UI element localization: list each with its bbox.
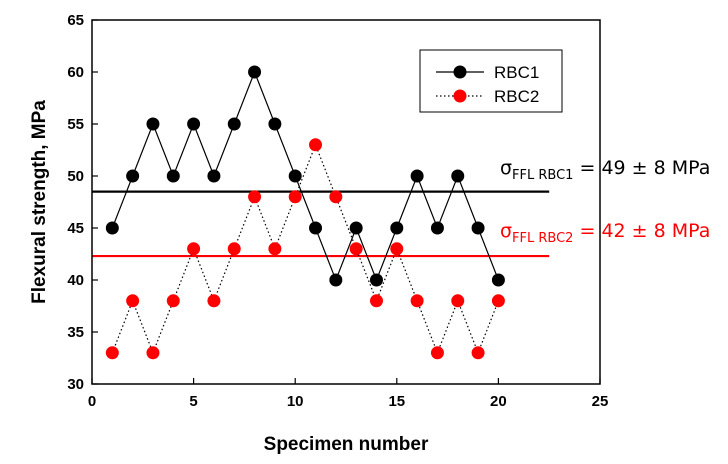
point-rbc1-4 bbox=[166, 169, 180, 183]
rbc1-subscript: FFL RBC1 bbox=[512, 168, 573, 183]
x-tick-label-15: 15 bbox=[388, 393, 405, 410]
point-rbc1-9 bbox=[268, 117, 282, 131]
point-rbc2-9 bbox=[268, 242, 282, 256]
x-tick-label-25: 25 bbox=[592, 393, 609, 410]
point-rbc2-1 bbox=[105, 346, 119, 360]
x-tick-label-20: 20 bbox=[490, 393, 507, 410]
point-rbc1-10 bbox=[288, 169, 302, 183]
point-rbc2-16 bbox=[410, 294, 424, 308]
point-rbc2-5 bbox=[187, 242, 201, 256]
axis-ticks bbox=[91, 19, 601, 385]
tick-labels: 0 5 10 15 20 25 30 35 40 45 50 55 60 65 bbox=[67, 12, 608, 410]
y-tick-label-30: 30 bbox=[67, 376, 84, 393]
point-rbc2-4 bbox=[166, 294, 180, 308]
rbc2-value: = 42 ± 8 MPa bbox=[573, 220, 710, 242]
point-rbc2-2 bbox=[126, 294, 140, 308]
y-axis-title: Flexural strength, MPa bbox=[29, 100, 50, 304]
point-rbc1-7 bbox=[227, 117, 241, 131]
point-rbc1-6 bbox=[207, 169, 221, 183]
point-rbc1-17 bbox=[430, 221, 444, 235]
point-rbc2-11 bbox=[309, 138, 323, 152]
point-rbc1-1 bbox=[105, 221, 119, 235]
point-rbc1-8 bbox=[248, 65, 262, 79]
point-rbc2-19 bbox=[471, 346, 485, 360]
point-rbc1-15 bbox=[390, 221, 404, 235]
point-rbc1-18 bbox=[451, 169, 465, 183]
x-tick-label-10: 10 bbox=[287, 393, 304, 410]
point-rbc2-12 bbox=[329, 190, 343, 204]
y-tick-label-40: 40 bbox=[67, 272, 84, 289]
point-rbc1-5 bbox=[187, 117, 201, 131]
point-rbc2-15 bbox=[390, 242, 404, 256]
point-rbc2-8 bbox=[248, 190, 262, 204]
x-axis-title: Specimen number bbox=[264, 434, 429, 455]
point-rbc1-2 bbox=[126, 169, 140, 183]
point-rbc2-6 bbox=[207, 294, 221, 308]
point-rbc2-14 bbox=[369, 294, 383, 308]
rbc1-sigma-symbol: σ bbox=[500, 157, 512, 179]
point-rbc1-13 bbox=[349, 221, 363, 235]
rbc1-value: = 49 ± 8 MPa bbox=[573, 157, 710, 179]
reference-lines bbox=[92, 190, 550, 258]
y-tick-label-60: 60 bbox=[67, 64, 84, 81]
rbc2-subscript: FFL RBC2 bbox=[512, 231, 573, 246]
point-rbc1-14 bbox=[369, 273, 383, 287]
series-lines bbox=[111, 70, 499, 355]
series-markers bbox=[105, 65, 505, 360]
legend-marker-rbc2 bbox=[453, 89, 467, 103]
point-rbc1-20 bbox=[491, 273, 505, 287]
point-rbc1-16 bbox=[410, 169, 424, 183]
plot-area-frame bbox=[91, 19, 601, 385]
legend-box bbox=[419, 49, 563, 113]
point-rbc2-17 bbox=[430, 346, 444, 360]
legend: RBC1 RBC2 bbox=[419, 49, 563, 113]
y-tick-label-65: 65 bbox=[67, 12, 84, 29]
y-tick-label-45: 45 bbox=[67, 220, 84, 237]
rbc1-strength-annotation: σFFL RBC1 = 49 ± 8 MPa bbox=[500, 157, 710, 183]
legend-label-rbc2: RBC2 bbox=[494, 87, 539, 106]
point-rbc1-11 bbox=[309, 221, 323, 235]
point-rbc2-18 bbox=[451, 294, 465, 308]
y-tick-label-35: 35 bbox=[67, 324, 84, 341]
x-tick-label-0: 0 bbox=[88, 393, 96, 410]
point-rbc1-3 bbox=[146, 117, 160, 131]
legend-marker-rbc1 bbox=[453, 65, 467, 79]
point-rbc2-3 bbox=[146, 346, 160, 360]
series-line-rbc2 bbox=[111, 143, 499, 355]
point-rbc1-12 bbox=[329, 273, 343, 287]
y-tick-label-55: 55 bbox=[67, 116, 84, 133]
y-tick-label-50: 50 bbox=[67, 168, 84, 185]
x-tick-label-5: 5 bbox=[189, 393, 197, 410]
series-line-rbc1 bbox=[111, 70, 499, 282]
point-rbc2-10 bbox=[288, 190, 302, 204]
rbc2-sigma-symbol: σ bbox=[500, 220, 512, 242]
point-rbc2-13 bbox=[349, 242, 363, 256]
rbc2-strength-annotation: σFFL RBC2 = 42 ± 8 MPa bbox=[500, 220, 710, 246]
point-rbc2-7 bbox=[227, 242, 241, 256]
point-rbc1-19 bbox=[471, 221, 485, 235]
point-rbc2-20 bbox=[491, 294, 505, 308]
legend-label-rbc1: RBC1 bbox=[494, 63, 539, 82]
